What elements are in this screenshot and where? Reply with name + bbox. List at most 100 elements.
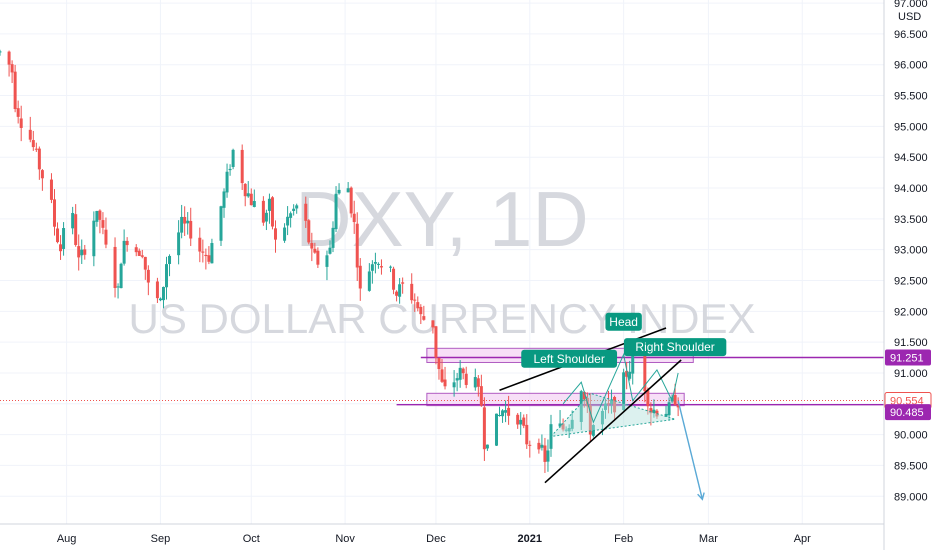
candle-body [264, 212, 268, 222]
candle-body [498, 414, 502, 416]
candle-body [561, 423, 565, 430]
y-tick-label: 91.000 [894, 368, 928, 380]
candle-body [643, 352, 647, 392]
candle-body [434, 326, 438, 358]
candle-body [479, 386, 483, 406]
candle-body [349, 187, 353, 214]
price-tag-text: 91.251 [890, 352, 924, 364]
candle-body [546, 450, 550, 462]
y-tick-label: 95.500 [894, 91, 928, 103]
candle-body [564, 429, 568, 431]
projection-arrow[interactable] [677, 400, 704, 500]
candle-body [31, 140, 35, 148]
candle-body [398, 284, 402, 297]
candle-body [543, 445, 547, 462]
candle-body [228, 168, 232, 171]
candle-body [422, 316, 426, 320]
candle-body [307, 220, 311, 243]
candle-body [267, 198, 271, 211]
supply-zone[interactable] [426, 392, 685, 407]
y-tick-label: 91.500 [894, 337, 928, 349]
pattern-label-bg [521, 349, 618, 368]
candle-body [346, 188, 350, 193]
trendline[interactable] [544, 359, 682, 484]
candle-body [473, 377, 477, 388]
y-tick-label: 90.000 [894, 430, 928, 442]
candle-body [413, 299, 417, 301]
candle-body [83, 249, 87, 255]
candle-body [419, 306, 423, 315]
candle-body [210, 243, 214, 264]
candle-body [273, 228, 277, 240]
candle-body [92, 220, 96, 257]
candle-body [667, 402, 671, 416]
pattern-label[interactable]: Left Shoulder [521, 349, 618, 368]
x-tick-label: Nov [335, 533, 355, 545]
candle-body [501, 410, 505, 417]
candle-body [40, 170, 44, 179]
y-tick-label: 93.500 [894, 214, 928, 226]
pattern-label-text: Head [609, 315, 638, 329]
pattern-label[interactable]: Head [605, 312, 642, 331]
y-tick-label: 95.000 [894, 121, 928, 133]
candle-body [625, 370, 629, 377]
candle-body [28, 129, 32, 140]
candle-body [134, 247, 138, 253]
watermark-name: US DOLLAR CURRENCY INDEX [128, 295, 755, 342]
currency-label: USD [898, 11, 921, 23]
candle-body [558, 423, 562, 427]
price-tag-bg [885, 404, 931, 421]
candle-body [71, 213, 75, 229]
x-tick-label: Apr [794, 533, 811, 545]
triangle-pattern[interactable] [549, 392, 676, 438]
candle-body [137, 250, 141, 256]
candle-body [101, 220, 105, 228]
candle-body [122, 240, 126, 264]
candle-body [207, 255, 211, 262]
candle-body [570, 419, 574, 429]
level-lines [0, 356, 884, 406]
candle-body [219, 206, 223, 241]
candle-body [246, 193, 250, 197]
candle-body [664, 413, 668, 417]
y-tick-label: 97.000 [894, 0, 928, 10]
pattern-label-bg [605, 312, 642, 331]
candle-body [0, 51, 2, 53]
candle-body [77, 246, 81, 258]
watermark-symbol: DXY, 1D [295, 175, 588, 263]
candle-body [613, 397, 617, 413]
x-tick-label: Sep [151, 533, 171, 545]
candle-body [376, 263, 380, 265]
candle-body [180, 216, 184, 233]
candle-body [165, 264, 169, 288]
candle-body [370, 264, 374, 271]
candle-body [186, 220, 190, 224]
candle-body [98, 210, 102, 220]
candle-body [567, 428, 571, 432]
y-tick-label: 89.500 [894, 460, 928, 472]
candle-body [355, 223, 359, 268]
candle-body [334, 193, 338, 230]
pattern-label-bg [623, 338, 727, 357]
candle-body [652, 409, 656, 413]
candle-body [485, 444, 489, 449]
candle-body [367, 271, 371, 291]
candle-body [34, 148, 38, 150]
candle-body [607, 403, 611, 405]
candle-body [389, 266, 393, 268]
y-tick-label: 92.000 [894, 306, 928, 318]
candle-body [416, 302, 420, 309]
price-axis-tag: 90.485 [885, 404, 931, 421]
candle-body [56, 228, 60, 243]
y-tick-label: 96.000 [894, 60, 928, 72]
zigzag-line[interactable] [562, 352, 679, 424]
candle-body [270, 197, 274, 227]
candle-body [507, 407, 511, 416]
price-axis: 96.500 96.000 95.500 95.000 94.500 94.000 93.5… [883, 0, 932, 550]
price-axis-tag: 91.251 [885, 349, 931, 366]
candle-body [62, 228, 66, 249]
candle-body [95, 210, 99, 222]
candle-body [610, 399, 614, 405]
pattern-label[interactable]: Right Shoulder [623, 338, 727, 357]
